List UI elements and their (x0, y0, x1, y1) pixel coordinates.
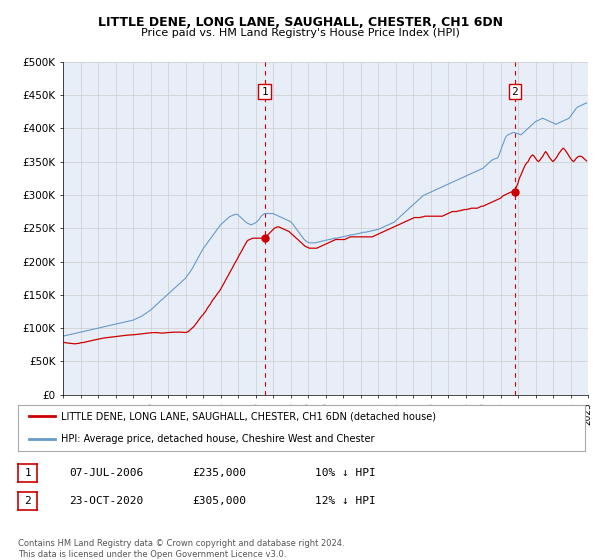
Text: 2: 2 (24, 496, 31, 506)
Text: HPI: Average price, detached house, Cheshire West and Chester: HPI: Average price, detached house, Ches… (61, 435, 374, 444)
Text: Price paid vs. HM Land Registry's House Price Index (HPI): Price paid vs. HM Land Registry's House … (140, 28, 460, 38)
Text: 1: 1 (261, 87, 268, 96)
Text: 1: 1 (24, 468, 31, 478)
Text: 12% ↓ HPI: 12% ↓ HPI (315, 496, 376, 506)
Text: £235,000: £235,000 (192, 468, 246, 478)
Text: 2: 2 (511, 87, 518, 96)
Text: 07-JUL-2006: 07-JUL-2006 (69, 468, 143, 478)
Text: Contains HM Land Registry data © Crown copyright and database right 2024.
This d: Contains HM Land Registry data © Crown c… (18, 539, 344, 559)
Text: £305,000: £305,000 (192, 496, 246, 506)
Text: LITTLE DENE, LONG LANE, SAUGHALL, CHESTER, CH1 6DN: LITTLE DENE, LONG LANE, SAUGHALL, CHESTE… (97, 16, 503, 29)
Text: LITTLE DENE, LONG LANE, SAUGHALL, CHESTER, CH1 6DN (detached house): LITTLE DENE, LONG LANE, SAUGHALL, CHESTE… (61, 412, 436, 421)
Text: 23-OCT-2020: 23-OCT-2020 (69, 496, 143, 506)
Text: 10% ↓ HPI: 10% ↓ HPI (315, 468, 376, 478)
